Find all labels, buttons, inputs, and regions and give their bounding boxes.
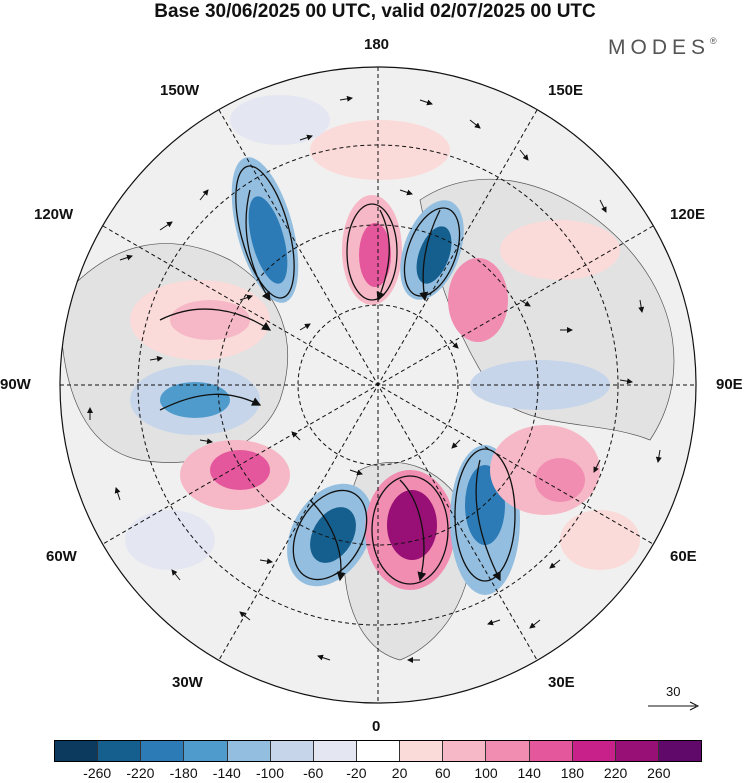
- colorbar-swatch: [55, 741, 99, 761]
- colorbar-tick-label: 60: [435, 765, 451, 781]
- lon-label-150w: 150W: [160, 82, 200, 99]
- stream-arrows: [159, 189, 501, 582]
- lon-label-30w: 30W: [172, 674, 203, 691]
- colorbar-tick-label: -60: [303, 765, 324, 781]
- colorbar-tick-label: -220: [126, 765, 155, 781]
- lon-label-60w: 60W: [46, 548, 77, 565]
- colorbar-swatch: [400, 741, 444, 761]
- graticule: [60, 67, 696, 703]
- map-boundary: [59, 66, 697, 704]
- lon-label-120w: 120W: [34, 206, 74, 223]
- modes-logo: MODES®: [608, 36, 717, 60]
- brand-text: MODES: [608, 36, 711, 59]
- colorbar-tick-label: -140: [212, 765, 241, 781]
- colorbar-swatch: [356, 741, 401, 761]
- colorbar-tick-label: 260: [647, 765, 671, 781]
- colorbar-swatch: [141, 741, 185, 761]
- colorbar-tick-label: 100: [474, 765, 498, 781]
- colorbar-tick-label: -260: [83, 765, 112, 781]
- lon-label-30e: 30E: [548, 674, 575, 691]
- lon-label-180: 180: [364, 36, 390, 53]
- colorbar-swatch: [98, 741, 142, 761]
- map-disk: [60, 67, 696, 703]
- reference-arrow-icon: [648, 701, 700, 711]
- colorbar-swatch: [313, 741, 357, 761]
- anomaly-shading: [125, 95, 640, 595]
- colorbar-tick-label: 140: [517, 765, 541, 781]
- colorbar-swatch: [443, 741, 487, 761]
- lon-label-120e: 120E: [670, 206, 706, 223]
- colorbar-swatch: [529, 741, 573, 761]
- map-title: Base 30/06/2025 00 UTC, valid 02/07/2025…: [154, 1, 596, 22]
- colorbar-tick-label: -100: [255, 765, 285, 781]
- reference-vector-label: 30: [666, 684, 681, 699]
- colorbar-swatch: [572, 741, 616, 761]
- colorbar-tick-label: 180: [560, 765, 585, 781]
- colorbar-swatch: [227, 741, 271, 761]
- colorbar-labels: -260 -220 -180 -140 -100 -60 -20 20 60 100 140 180 2…: [0, 765, 750, 783]
- colorbar: [54, 740, 702, 762]
- polar-map: [59, 66, 697, 704]
- lon-label-90e: 90E: [716, 376, 743, 393]
- colorbar-tick-label: -20: [346, 765, 367, 781]
- lon-label-0: 0: [372, 718, 381, 735]
- colorbar-tick-label: 20: [391, 765, 408, 781]
- colorbar-swatch: [486, 741, 530, 761]
- lon-label-150e: 150E: [548, 82, 584, 99]
- lon-label-60e: 60E: [670, 548, 697, 565]
- registered-mark: ®: [710, 36, 717, 46]
- colorbar-tick-label: 220: [603, 765, 628, 781]
- colorbar-swatch: [270, 741, 314, 761]
- colorbar-swatch: [615, 741, 659, 761]
- colorbar-swatch: [658, 741, 702, 761]
- colorbar-tick-label: -180: [169, 765, 198, 781]
- reference-vector: 30: [646, 684, 702, 714]
- lon-label-90w: 90W: [0, 376, 31, 393]
- contours: [235, 165, 516, 585]
- colorbar-swatch: [184, 741, 228, 761]
